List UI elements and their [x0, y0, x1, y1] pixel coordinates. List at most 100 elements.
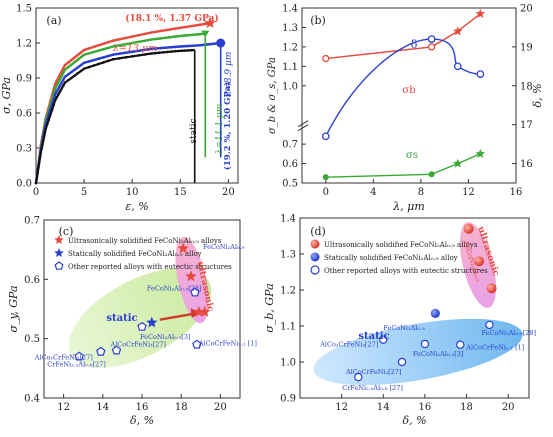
curve-marker: [177, 49, 180, 53]
curve-marker: [118, 57, 121, 60]
annotation-static: static: [189, 118, 199, 143]
y-axis-label: σ, GPa: [0, 77, 13, 114]
curve-marker: [92, 45, 95, 49]
curve-marker: [63, 75, 67, 79]
point-other-alloy: [111, 345, 122, 355]
point-other-alloy: [96, 346, 106, 356]
y-tick-label: 1.4: [280, 214, 296, 225]
point-other-alloy: [456, 340, 465, 349]
curve-marker: [55, 90, 59, 93]
point-ultrasonic: [486, 283, 497, 294]
x-tick-label: 15: [174, 187, 187, 198]
y-tick-label: 1.1: [282, 62, 298, 73]
y-axis-label: σ_b, GPa: [263, 283, 276, 332]
curve-marker: [55, 84, 59, 87]
curve-marker: [191, 33, 195, 37]
point-sigma-b: [453, 26, 463, 36]
curve-marker: [199, 32, 203, 36]
curve-marker: [164, 36, 168, 39]
curve-marker: [58, 84, 62, 87]
curve-marker: [137, 54, 140, 57]
x-tick-label: 12: [335, 402, 348, 413]
curve-marker: [137, 33, 140, 37]
curve-marker: [118, 38, 121, 41]
curve-marker: [198, 23, 202, 27]
curve-marker: [184, 25, 187, 29]
panel-a-stress-strain: 0 5 10 15 20 0.0 0.3 0.6 0.9 1.2 1.5 ε, % σ, GPa (a) (…: [0, 4, 239, 213]
legend-label: Ultrasonically solidified FeCoNi₂Al₀.₉ a…: [324, 241, 478, 249]
curve-marker: [87, 52, 91, 55]
point-ultrasonic: [193, 306, 205, 317]
point-other-alloy: [137, 321, 147, 331]
curve-marker: [57, 87, 60, 90]
curve-marker: [43, 131, 47, 135]
point-other-alloy: [420, 339, 430, 349]
y-tick-label: 1.2: [16, 39, 32, 50]
curve-marker: [201, 43, 205, 47]
curve-marker: [106, 40, 110, 44]
curve-marker: [70, 58, 73, 62]
point-static: [146, 316, 158, 328]
curve-marker: [102, 42, 105, 46]
label-sigma-b: σb: [402, 85, 415, 96]
curve-marker: [60, 81, 63, 84]
x-tick-label: 16: [419, 402, 432, 413]
x-axis-label: δ, %: [402, 414, 426, 427]
curve-marker: [73, 56, 76, 59]
label-feconi-top: FeCoNi₂Al₀.₉: [203, 243, 245, 251]
label-static: static: [358, 331, 389, 342]
curve-marker: [170, 50, 173, 53]
red-endpoint-star: [204, 17, 216, 28]
curve-marker: [53, 82, 57, 86]
curve-marker: [130, 35, 134, 38]
y-tick-label: 1.1: [280, 322, 296, 333]
curve-marker: [92, 64, 95, 67]
curve-marker: [66, 73, 70, 76]
label-other-alloy: AlCoCrFeNi₃[27]: [110, 341, 166, 349]
curve-marker: [143, 32, 147, 36]
legend-label: Other reported alloys with eutectic stru…: [324, 267, 488, 275]
annotation-lambda-11: λ=11.1 μm: [215, 104, 225, 156]
curve-marker: [203, 22, 207, 26]
x-axis-label: δ, %: [130, 414, 154, 427]
curve-marker: [97, 44, 100, 47]
curve-marker: [63, 63, 67, 67]
curve-marker: [37, 166, 40, 170]
curve-marker: [124, 36, 128, 40]
curve-marker: [76, 53, 79, 57]
label-other-alloy: AlCo₂CrFeNi₃[27]: [34, 354, 93, 362]
curve-marker: [50, 108, 54, 112]
legend-marker-circle: [310, 239, 320, 249]
curve-marker: [111, 58, 115, 61]
curve-marker: [159, 29, 163, 33]
curve-marker: [82, 67, 86, 70]
curve-marker: [198, 44, 201, 47]
curve-marker: [70, 76, 73, 80]
point-delta: [476, 70, 485, 78]
curve-marker: [169, 28, 172, 31]
point-sigma-b: [475, 8, 486, 18]
curve-marker: [187, 49, 190, 52]
curve-marker: [154, 37, 158, 41]
curve-marker: [42, 135, 46, 139]
y-tick-label: 0.6: [24, 275, 40, 286]
curve-marker: [66, 61, 70, 64]
curve-marker: [159, 37, 163, 40]
legend-label: Other reported alloys with eutectic stru…: [68, 263, 232, 271]
x-tick-label: 0: [323, 187, 329, 198]
curve-marker: [130, 50, 134, 54]
panel-c-yield-vs-elongation: 12 14 16 18 20 0.4 0.5 0.6 0.7 δ, % σ_y, GPa Ultras…: [7, 216, 257, 428]
x-tick-label: 12: [462, 187, 475, 198]
curve-marker: [92, 50, 95, 54]
y-tick-label: 1.3: [282, 23, 298, 34]
y-tick-label: 1.4: [282, 4, 298, 15]
pink-region: [175, 236, 209, 324]
x-tick-label: 18: [460, 402, 473, 413]
point-sigma-b: [322, 54, 330, 63]
legend-marker-star: [54, 235, 64, 244]
y2-axis-label: δ, %: [531, 83, 544, 107]
curve-marker: [179, 26, 182, 30]
curve-marker: [63, 81, 67, 84]
point-ultrasonic: [199, 306, 211, 317]
curve-1: [34, 32, 206, 184]
